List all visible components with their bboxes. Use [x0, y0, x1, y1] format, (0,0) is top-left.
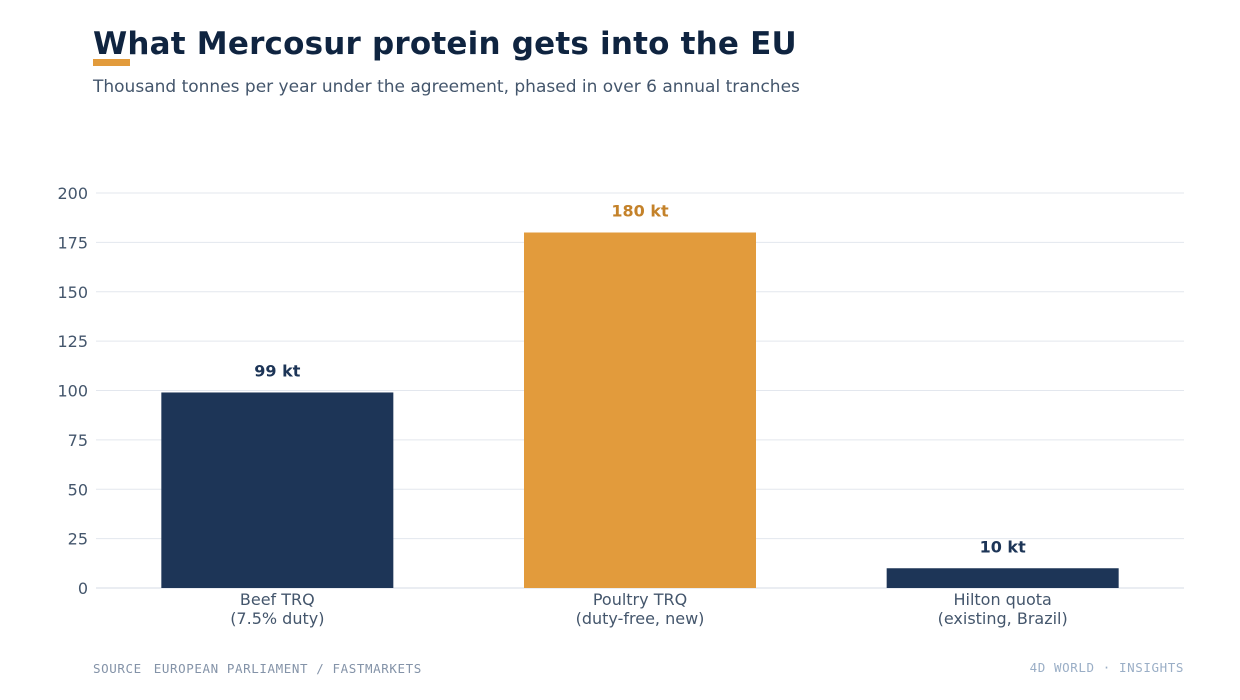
y-tick-label: 175	[57, 233, 88, 252]
title-accent-bar	[93, 59, 130, 66]
category-label: Poultry TRQ	[593, 590, 687, 609]
bar	[886, 568, 1119, 588]
data-label: 180 kt	[611, 202, 669, 221]
data-label: 10 kt	[980, 537, 1026, 556]
data-label: 99 kt	[254, 361, 300, 380]
y-tick-label: 125	[57, 332, 88, 351]
y-tick-label: 200	[57, 184, 88, 203]
category-label: (duty-free, new)	[576, 609, 705, 628]
y-tick-label: 100	[57, 382, 88, 401]
bar	[161, 392, 394, 588]
source-line: SOURCE EUROPEAN PARLIAMENT / FASTMARKETS	[93, 661, 422, 676]
category-label: Hilton quota	[953, 590, 1051, 609]
chart-subtitle: Thousand tonnes per year under the agree…	[93, 77, 800, 97]
category-label: Beef TRQ	[240, 590, 315, 609]
y-tick-label: 50	[68, 480, 88, 499]
brand-credit: 4D WORLD · INSIGHTS	[1029, 660, 1184, 675]
bar-chart: 0 25 50 75 100 125 150 175 200 99 kt Beef TRQ(7.5%…	[57, 184, 1184, 628]
y-tick-label: 150	[57, 283, 88, 302]
bar	[524, 232, 756, 588]
source-text: EUROPEAN PARLIAMENT / FASTMARKETS	[153, 661, 422, 676]
category-label: (existing, Brazil)	[938, 609, 1068, 628]
y-tick-label: 25	[68, 530, 88, 549]
category-label: (7.5% duty)	[230, 609, 324, 628]
y-tick-label: 75	[68, 431, 88, 450]
y-tick-label: 0	[78, 579, 88, 598]
chart-title: What Mercosur protein gets into the EU	[93, 26, 797, 62]
source-label: SOURCE	[93, 661, 142, 676]
